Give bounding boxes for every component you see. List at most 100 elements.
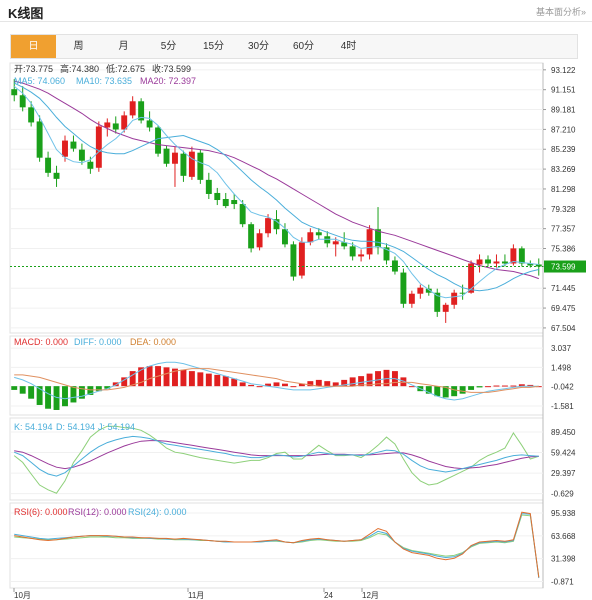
candle-body-3 [36,121,43,158]
candle-body-52 [451,292,458,305]
macd-bar-20 [180,369,187,387]
candle-body-41 [358,254,365,257]
macd-bar-54 [468,386,475,390]
candle-body-7 [70,141,77,149]
candle-body-44 [383,247,390,261]
kdj-tick-label-1: 59.424 [551,449,576,458]
macd-bar-21 [188,371,195,387]
candle-body-14 [129,101,136,116]
price-tick-label-8: 77.357 [551,225,576,234]
tab-2[interactable]: 月 [118,41,129,52]
macd-bar-56 [485,386,491,388]
kdj-tick-label-3: -0.629 [551,490,574,499]
candle-body-38 [332,241,339,245]
macd-bar-38 [332,382,339,387]
macd-bar-32 [281,383,288,387]
candle-body-21 [188,151,195,177]
macd-bar-28 [248,384,255,387]
macd-bar-27 [239,382,246,387]
candle-body-34 [298,242,305,276]
macd-bar-36 [315,379,322,387]
candle-body-48 [417,287,424,294]
candle-body-60 [518,248,525,264]
candle-body-55 [476,259,483,265]
macd-bar-19 [172,368,178,387]
price-tick-label-0: 93.122 [551,66,576,75]
candle-body-43 [375,229,381,248]
macd-bar-55 [476,386,483,388]
macd-bar-5 [53,386,60,410]
tab-0[interactable]: 日 [11,35,56,58]
macd-bar-14 [129,371,136,387]
ohlc-close: 收:73.599 [152,63,191,74]
macd-tick-label-2: -0.042 [551,383,574,392]
macd-bar-15 [138,367,145,387]
tab-3[interactable]: 5分 [160,41,177,52]
chart-title: K线图 [8,6,44,21]
macd-bar-4 [45,386,52,409]
candle-body-17 [155,127,162,154]
macd-bar-43 [375,371,381,387]
macd-bar-34 [298,383,305,387]
macd-bar-30 [265,383,272,387]
macd-bar-46 [400,377,407,387]
candle-body-13 [121,115,128,130]
period-tabs: 日 周 月 5分 15分 30分 60分 4时 [10,34,578,59]
x-tick-label-2: 24 [324,591,333,600]
macd-bar-3 [36,386,43,405]
macd-tick-label-0: 3.037 [551,344,572,353]
k-label: K: 54.194 [14,422,53,432]
macd-bar-24 [214,374,221,387]
macd-bar-31 [273,382,280,387]
kdj-j-line [13,425,539,494]
candle-body-5 [53,172,60,179]
candle-body-54 [468,263,475,293]
candle-body-6 [62,140,68,157]
candle-body-39 [341,242,348,247]
candle-body-24 [214,192,221,201]
candle-body-11 [104,122,111,128]
macd-bar-18 [163,367,170,387]
candle-body-40 [349,246,356,257]
candle-body-62 [535,264,542,267]
price-tick-label-12: 69.475 [551,304,576,313]
ma10-line [13,82,539,292]
rsi6-label: RSI(6): 0.000 [14,507,68,517]
macd-bar-35 [307,381,314,387]
candle-body-27 [239,204,246,225]
last-price-label: 73.599 [551,263,576,272]
tab-5[interactable]: 30分 [247,41,270,52]
candle-body-51 [442,304,449,312]
rsi24-label: RSI(24): 0.000 [128,507,187,517]
candle-body-15 [138,101,145,121]
rsi6-line [14,511,540,578]
fundamental-analysis-link[interactable]: 基本面分析» [535,7,586,17]
macd-bar-37 [324,381,331,387]
macd-bar-16 [146,366,153,387]
candle-body-2 [28,107,35,123]
macd-bar-44 [383,369,390,387]
header-bar: K线图 基本面分析» [0,0,592,22]
candle-body-53 [459,292,466,294]
tab-4[interactable]: 15分 [202,41,225,52]
candle-body-49 [425,288,432,293]
ma20-line [14,80,539,280]
macd-bar-52 [451,386,458,397]
tab-7[interactable]: 4时 [340,41,357,52]
tab-6[interactable]: 60分 [292,41,315,52]
last-price-box [544,260,586,273]
price-tick-label-6: 81.298 [551,185,576,194]
candle-body-10 [95,126,102,168]
candle-body-45 [391,260,398,272]
macd-bar-60 [518,384,525,387]
x-tick-label-0: 10月 [14,591,31,600]
candle-body-29 [256,233,263,248]
macd-bar-39 [341,379,348,387]
macd-bar-41 [358,376,365,387]
macd-bar-47 [408,386,415,388]
candle-body-36 [315,232,322,236]
ohlc-open: 开:73.775 [14,64,53,74]
tab-1[interactable]: 周 [73,41,84,52]
macd-bar-49 [425,386,432,394]
macd-bar-29 [256,386,263,388]
